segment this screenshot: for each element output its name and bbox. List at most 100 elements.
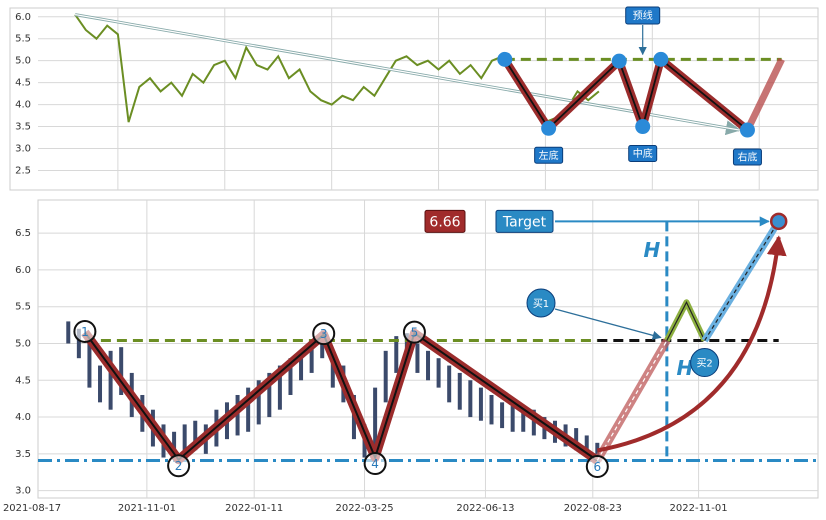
x-tick-label: 2022-11-01 xyxy=(670,503,728,514)
candle xyxy=(267,372,272,418)
pattern-dot xyxy=(739,122,755,138)
candle xyxy=(595,442,600,461)
buy-label: 买2 xyxy=(696,358,712,370)
candle xyxy=(574,428,579,451)
candle xyxy=(330,350,335,388)
curved-arrow xyxy=(596,235,787,453)
candle xyxy=(108,350,113,410)
pattern-label: 5 xyxy=(411,326,419,340)
candle xyxy=(309,343,314,373)
buy-arrow xyxy=(554,308,662,340)
candle xyxy=(87,343,92,388)
target-point xyxy=(769,212,788,231)
pattern-label: 4 xyxy=(371,457,379,471)
y-tick-label: 5.0 xyxy=(15,56,31,67)
label-box xyxy=(625,6,661,25)
label-box xyxy=(424,209,466,233)
candle xyxy=(510,406,515,432)
top-panel xyxy=(9,7,819,191)
candle xyxy=(426,350,431,381)
pattern-point xyxy=(585,454,609,478)
y-tick-label: 3.0 xyxy=(15,486,31,497)
pattern-label: 2 xyxy=(175,459,183,473)
candle xyxy=(436,358,441,388)
candle xyxy=(457,372,462,410)
label-box xyxy=(534,146,564,164)
height-label: H xyxy=(643,238,660,262)
x-tick-label: 2021-11-01 xyxy=(118,503,176,514)
y-tick-label: 3.5 xyxy=(15,122,31,133)
label-box xyxy=(495,209,554,233)
pattern-label: 6 xyxy=(593,460,601,474)
projection-rise-core xyxy=(596,340,668,461)
candle xyxy=(500,402,505,429)
height-label: H xyxy=(676,356,693,380)
y-tick-label: 4.5 xyxy=(15,78,31,89)
target-value: 6.66 xyxy=(429,214,460,230)
candle xyxy=(478,387,483,421)
bottom-chart: 3.0 3.5 4.0 4.5 5.0 5.5 6.0 6.5 2021-08-17 2021-1… xyxy=(3,200,818,514)
candle xyxy=(256,380,261,425)
candle xyxy=(76,328,81,359)
y-tick-label: 4.0 xyxy=(15,100,31,111)
candle xyxy=(320,336,325,359)
x-tick-label: 2021-08-17 xyxy=(3,503,61,514)
y-tick-label: 6.5 xyxy=(15,228,31,239)
candle xyxy=(288,358,293,395)
pattern-dot xyxy=(653,51,669,67)
candle xyxy=(531,409,536,436)
candle xyxy=(521,409,526,432)
y-tick-label: 4.5 xyxy=(15,375,31,386)
neckline-label: 预线 xyxy=(633,9,653,22)
candle xyxy=(299,350,304,381)
y-tick-label: 3.0 xyxy=(15,143,31,154)
buy-badge xyxy=(526,288,556,318)
candle xyxy=(277,365,282,410)
pattern-label: 1 xyxy=(81,325,89,339)
pattern-dot xyxy=(611,53,627,69)
y-tick-label: 4.0 xyxy=(15,412,31,423)
candle xyxy=(172,431,177,460)
x-tick-label: 2022-06-13 xyxy=(456,503,514,514)
y-tick-label: 2.5 xyxy=(15,165,31,176)
buy-badge xyxy=(690,348,720,378)
candle xyxy=(415,343,420,373)
pattern-point xyxy=(312,322,336,346)
top-chart: 2.5 3.0 3.5 4.0 4.5 5.0 5.5 6.0 左底 中底 右底 预线 xyxy=(15,6,818,190)
y-tick-label: 6.0 xyxy=(15,265,31,276)
pattern-point xyxy=(73,319,97,343)
y-tick-label: 5.5 xyxy=(15,34,31,45)
x-tick-label: 2022-03-25 xyxy=(335,503,393,514)
candle xyxy=(584,435,589,454)
candle xyxy=(468,380,473,418)
label-box xyxy=(628,145,658,163)
pattern-dot xyxy=(497,51,513,67)
candle xyxy=(489,394,494,425)
projection-retest-core xyxy=(666,300,706,341)
pattern-dot xyxy=(541,120,557,136)
pattern-point xyxy=(402,320,426,344)
candle xyxy=(66,321,71,344)
pattern-label: 中底 xyxy=(633,147,653,160)
candle xyxy=(235,394,240,436)
candle xyxy=(383,350,388,403)
candle xyxy=(447,365,452,403)
buy-label: 买1 xyxy=(533,298,549,310)
candle xyxy=(246,387,251,432)
target-label: Target xyxy=(502,214,547,230)
candle xyxy=(119,347,124,395)
pattern-core xyxy=(84,331,598,462)
pattern-dot xyxy=(635,119,651,135)
x-tick-label: 2022-08-23 xyxy=(564,503,622,514)
y-tick-label: 5.0 xyxy=(15,338,31,349)
pattern-label: 右底 xyxy=(737,151,757,164)
candle xyxy=(394,336,399,373)
trend-arrow-inner xyxy=(75,13,740,131)
pattern-label: 左底 xyxy=(539,149,559,162)
pattern-point xyxy=(167,454,191,478)
y-tick-label: 3.5 xyxy=(15,449,31,460)
candle xyxy=(98,365,103,403)
y-tick-label: 5.5 xyxy=(15,302,31,313)
pattern-core xyxy=(504,57,749,131)
